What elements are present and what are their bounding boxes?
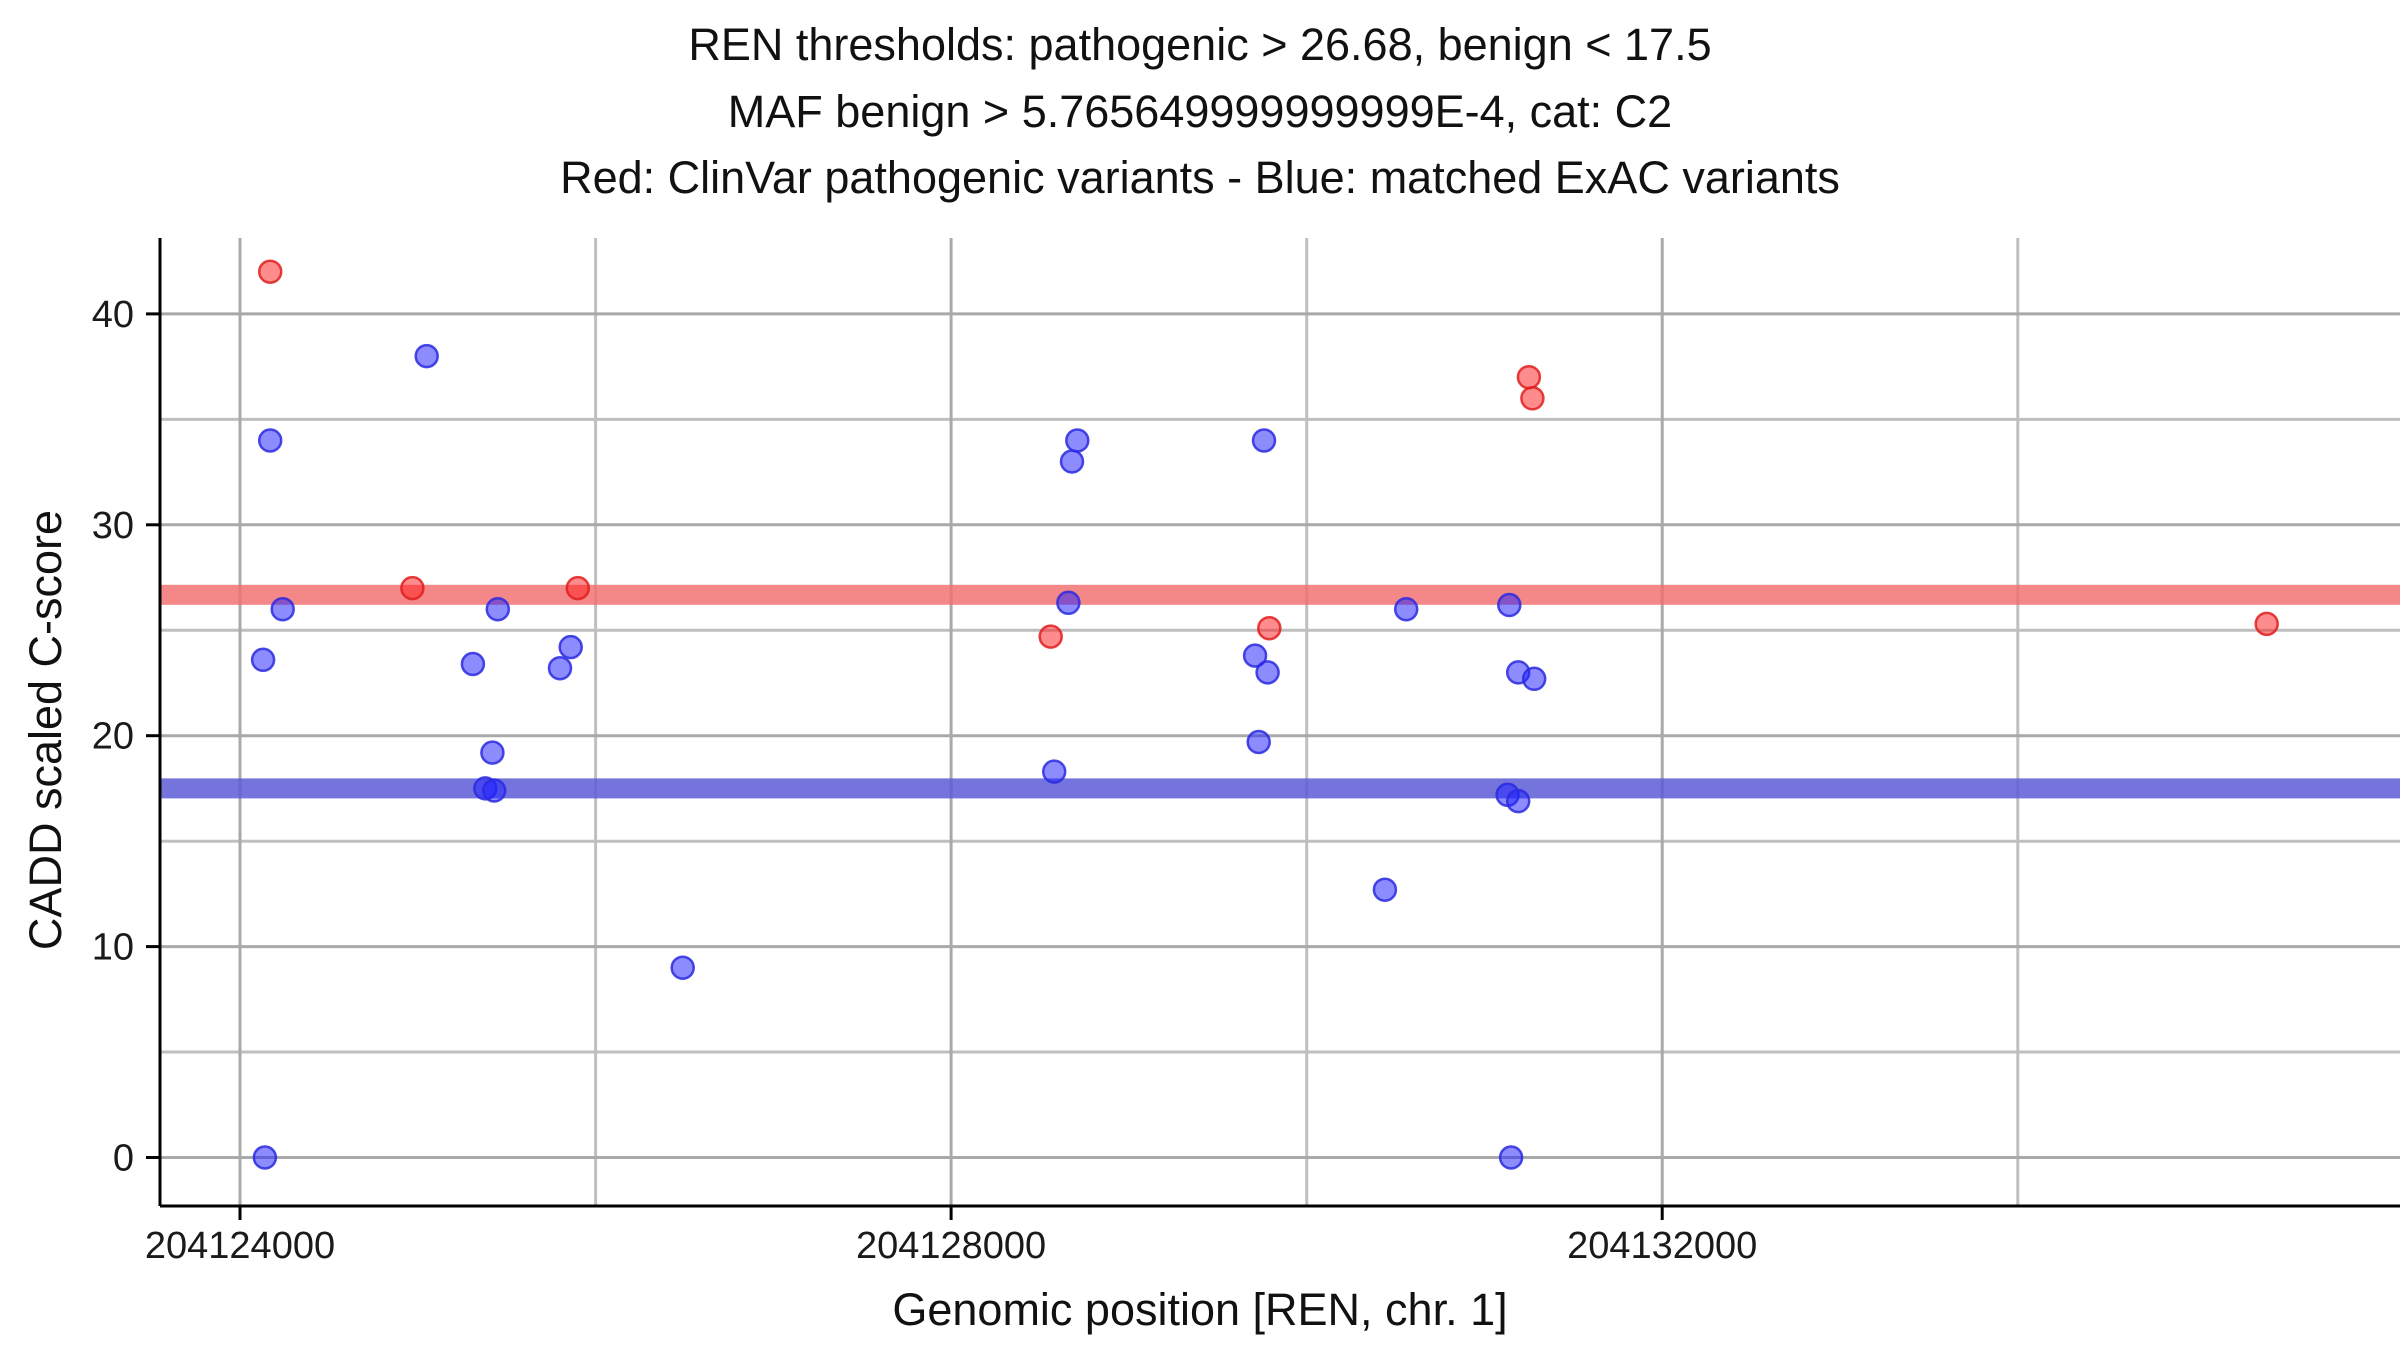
chart-title-line-3: Red: ClinVar pathogenic variants - Blue:… <box>560 152 1840 204</box>
data-point <box>1497 592 1522 618</box>
data-point <box>252 1145 278 1170</box>
y-tick-label: 20 <box>92 716 134 758</box>
x-tick-label: 204128000 <box>856 1225 1046 1267</box>
data-point <box>480 740 505 765</box>
data-point <box>2254 611 2279 637</box>
data-point <box>1498 1145 1524 1170</box>
chart-title-line-2: MAF benign > 5.765649999999999E-4, cat: … <box>727 85 1673 137</box>
data-point <box>257 428 283 453</box>
y-tick-label: 40 <box>92 294 134 336</box>
benign-threshold-band <box>160 778 2400 799</box>
data-point <box>1372 877 1398 902</box>
data-point <box>414 343 439 369</box>
pathogenic-threshold-band <box>160 584 2400 605</box>
data-point <box>1246 729 1271 755</box>
y-tick-label: 0 <box>113 1138 134 1180</box>
x-tick-label: 204124000 <box>145 1225 335 1267</box>
data-point <box>250 647 276 673</box>
data-point <box>257 259 283 284</box>
data-point <box>547 655 573 681</box>
x-axis-label: Genomic position [REN, chr. 1] <box>892 1284 1508 1335</box>
data-point <box>400 575 425 601</box>
data-point <box>565 575 591 601</box>
data-point <box>460 651 486 677</box>
data-point <box>485 596 511 622</box>
chart-title: REN thresholds: pathogenic > 26.68, beni… <box>0 12 2400 212</box>
data-point <box>1257 615 1282 641</box>
data-point <box>558 634 583 660</box>
y-tick-label: 10 <box>92 927 134 969</box>
data-point <box>1516 364 1542 390</box>
data-point <box>1038 624 1063 649</box>
data-point <box>270 596 295 622</box>
data-point <box>1255 660 1280 685</box>
y-tick-label: 30 <box>92 505 134 547</box>
data-point <box>1505 788 1531 814</box>
data-point <box>1393 596 1419 622</box>
data-point <box>1242 643 1268 668</box>
data-point <box>1056 590 1081 616</box>
data-point <box>1521 666 1547 692</box>
x-tick-label: 204132000 <box>1567 1225 1757 1267</box>
data-point <box>1059 449 1085 474</box>
data-point <box>1251 428 1277 453</box>
data-point <box>1520 386 1545 411</box>
data-point <box>670 955 695 980</box>
data-point <box>1041 759 1067 784</box>
data-point <box>481 778 507 803</box>
chart-title-line-1: REN thresholds: pathogenic > 26.68, beni… <box>688 19 1712 70</box>
data-point <box>1065 428 1090 453</box>
